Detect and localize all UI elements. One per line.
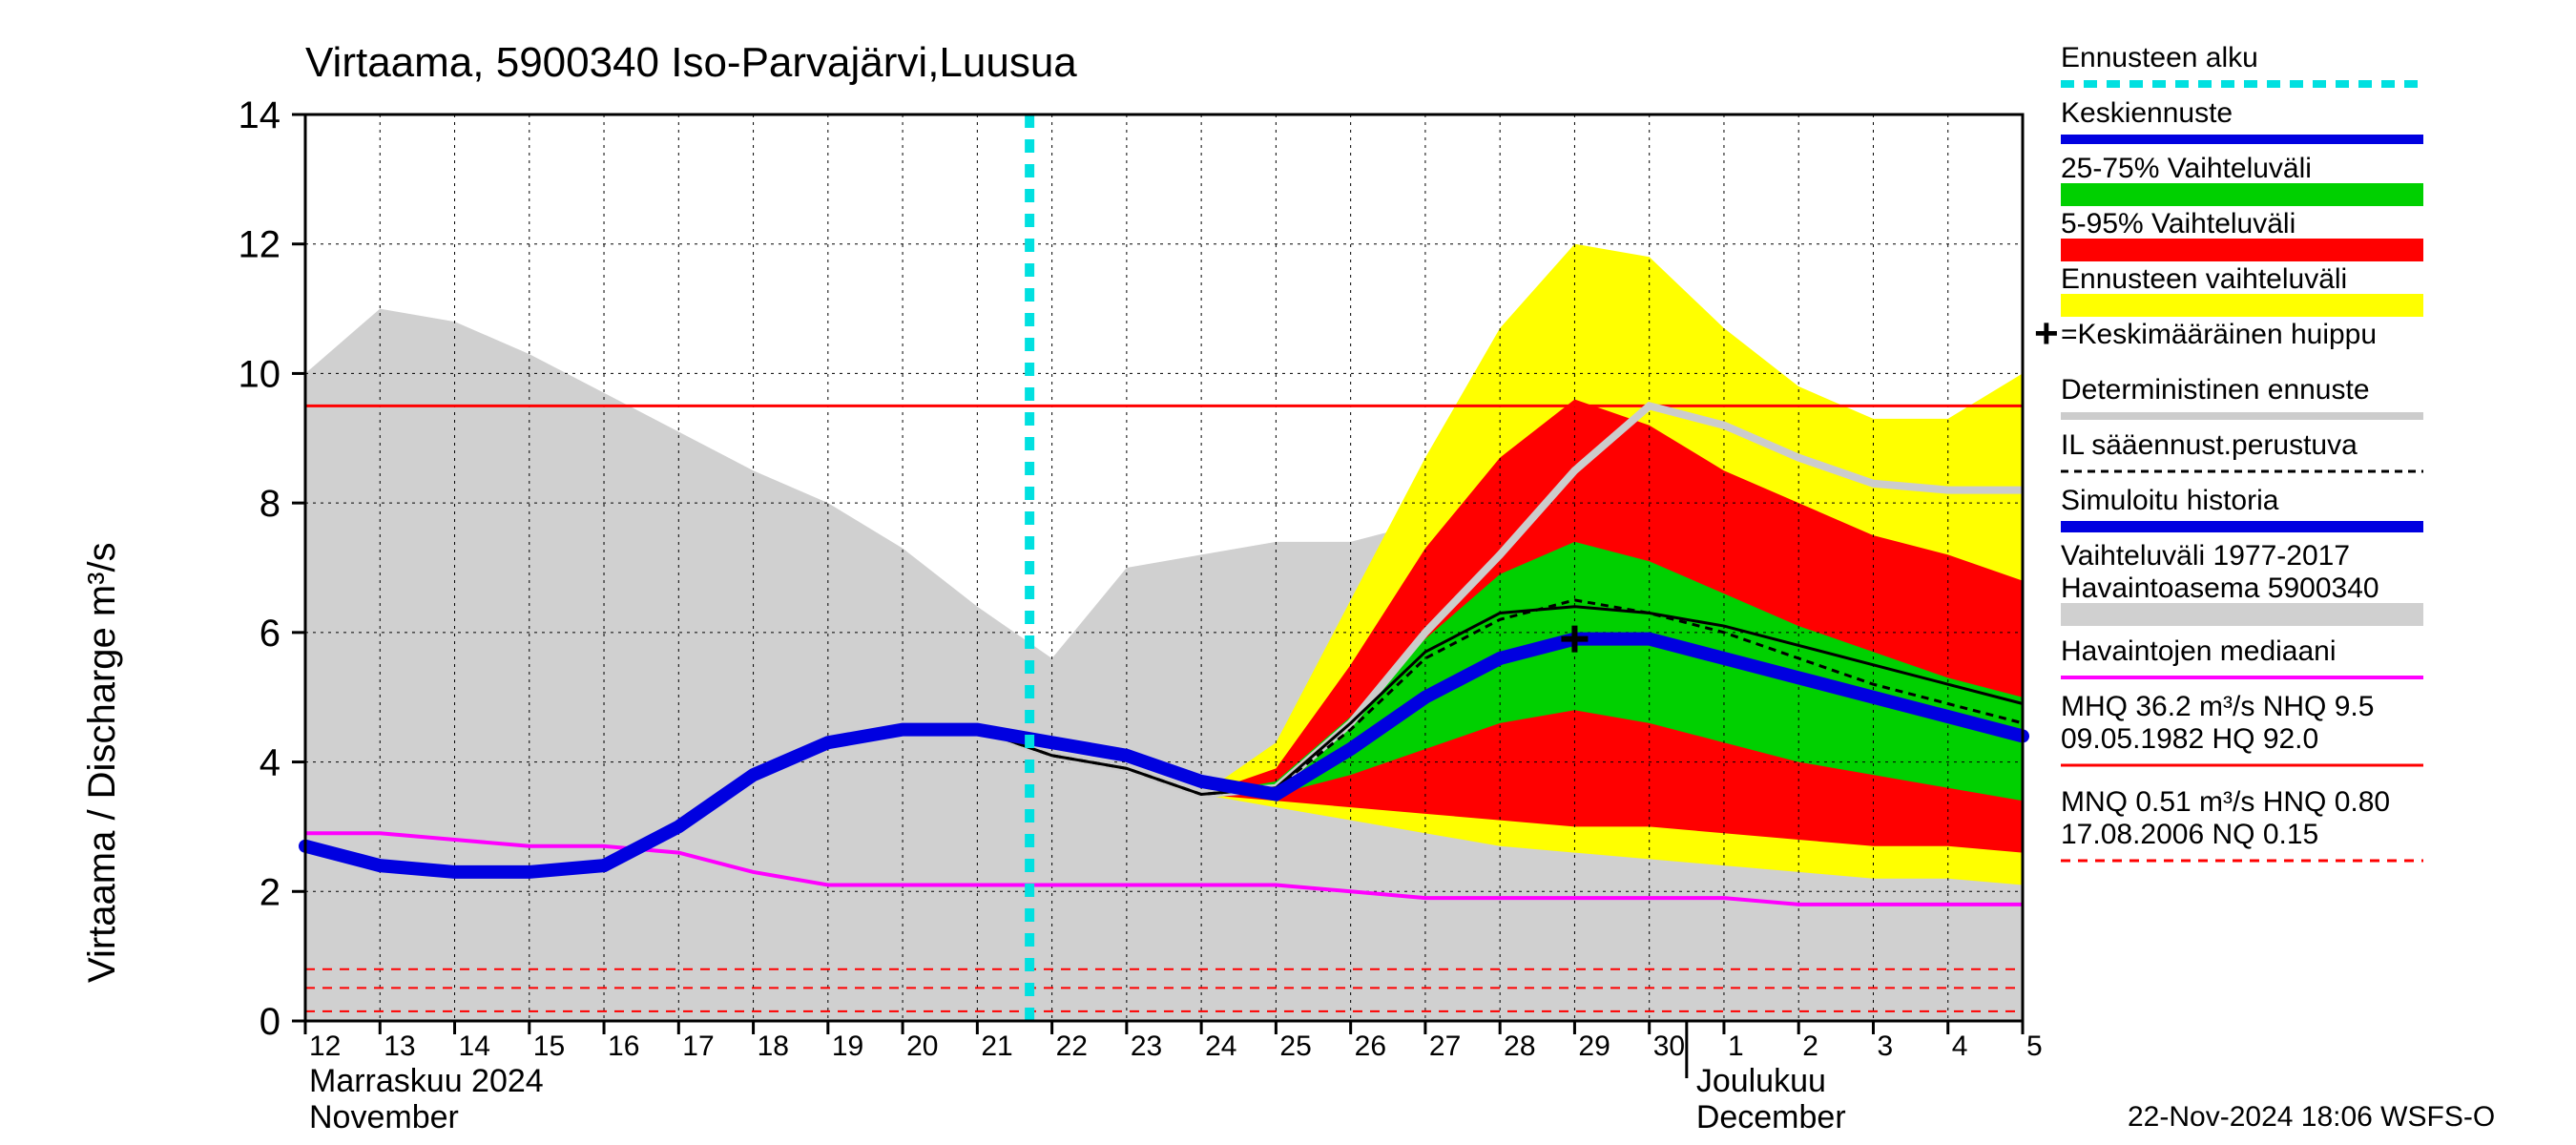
x-tick-label: 21 xyxy=(981,1030,1012,1062)
legend-label: 09.05.1982 HQ 92.0 xyxy=(2061,723,2318,755)
legend-label: Ennusteen alku xyxy=(2061,42,2258,73)
x-tick-label: 20 xyxy=(906,1030,938,1062)
legend-label: Keskiennuste xyxy=(2061,97,2233,129)
y-axis-label: Virtaama / Discharge m³/s xyxy=(81,542,123,983)
legend-label: Havaintojen mediaani xyxy=(2061,635,2337,667)
legend-label: Simuloitu historia xyxy=(2061,485,2279,516)
legend-label: Ennusteen vaihteluväli xyxy=(2061,263,2347,295)
legend-label: MNQ 0.51 m³/s HNQ 0.80 xyxy=(2061,786,2390,818)
x-tick-label: 5 xyxy=(2026,1030,2043,1062)
legend-label: Havaintoasema 5900340 xyxy=(2061,572,2379,604)
legend-label: 5-95% Vaihteluväli xyxy=(2061,208,2296,239)
x-tick-label: 22 xyxy=(1056,1030,1088,1062)
x-tick-label: 27 xyxy=(1429,1030,1461,1062)
chart-footer: 22-Nov-2024 18:06 WSFS-O xyxy=(2128,1101,2495,1133)
month1-fi: Marraskuu 2024 xyxy=(309,1063,544,1099)
legend-swatch xyxy=(2061,239,2423,261)
x-tick-label: 29 xyxy=(1578,1030,1610,1062)
chart-title: Virtaama, 5900340 Iso-Parvajärvi,Luusua xyxy=(305,39,1077,86)
y-tick-label: 12 xyxy=(239,224,281,266)
month1-en: November xyxy=(309,1099,459,1135)
x-tick-label: 25 xyxy=(1279,1030,1311,1062)
legend-label: MHQ 36.2 m³/s NHQ 9.5 xyxy=(2061,691,2374,722)
x-tick-label: 19 xyxy=(832,1030,863,1062)
legend-label: Deterministinen ennuste xyxy=(2061,374,2370,406)
legend-label: IL sääennust.perustuva xyxy=(2061,429,2358,461)
y-tick-label: 10 xyxy=(239,353,281,395)
x-tick-label: 16 xyxy=(608,1030,639,1062)
x-tick-label: 24 xyxy=(1205,1030,1236,1062)
x-tick-label: 12 xyxy=(309,1030,341,1062)
x-tick-label: 2 xyxy=(1802,1030,1818,1062)
legend-plus-icon: + xyxy=(2034,310,2059,357)
y-tick-label: 0 xyxy=(260,1001,280,1043)
legend-label: 17.08.2006 NQ 0.15 xyxy=(2061,819,2318,850)
x-tick-label: 28 xyxy=(1504,1030,1535,1062)
x-tick-label: 26 xyxy=(1355,1030,1386,1062)
discharge-forecast-chart: 0246810121412131415161718192021222324252… xyxy=(0,0,2576,1145)
legend-label: =Keskimääräinen huippu xyxy=(2061,319,2377,350)
x-tick-label: 30 xyxy=(1653,1030,1685,1062)
x-tick-label: 18 xyxy=(758,1030,789,1062)
y-tick-label: 4 xyxy=(260,742,280,784)
y-tick-label: 14 xyxy=(239,94,281,136)
x-tick-label: 17 xyxy=(682,1030,714,1062)
y-tick-label: 8 xyxy=(260,483,280,525)
legend-label: 25-75% Vaihteluväli xyxy=(2061,153,2312,184)
x-tick-label: 1 xyxy=(1728,1030,1744,1062)
x-tick-label: 15 xyxy=(533,1030,565,1062)
month2-fi: Joulukuu xyxy=(1696,1063,1826,1099)
x-tick-label: 13 xyxy=(384,1030,415,1062)
x-tick-label: 23 xyxy=(1131,1030,1162,1062)
x-tick-label: 4 xyxy=(1952,1030,1968,1062)
legend-swatch xyxy=(2061,294,2423,317)
month2-en: December xyxy=(1696,1099,1846,1135)
x-tick-label: 14 xyxy=(459,1030,490,1062)
legend-label: Vaihteluväli 1977-2017 xyxy=(2061,540,2350,572)
y-tick-label: 2 xyxy=(260,871,280,913)
legend-swatch xyxy=(2061,183,2423,206)
legend-swatch xyxy=(2061,603,2423,626)
y-tick-label: 6 xyxy=(260,613,280,655)
x-tick-label: 3 xyxy=(1877,1030,1893,1062)
